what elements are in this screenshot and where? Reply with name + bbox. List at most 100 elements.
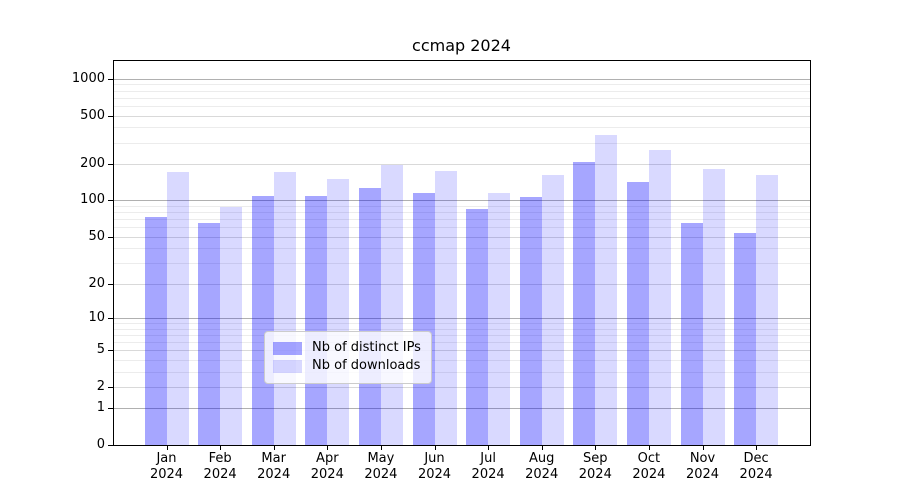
bar-downloads-jun	[434, 171, 457, 445]
x-tick-mark	[273, 446, 275, 450]
x-tick-mark	[488, 446, 490, 450]
bar-ips-nov	[680, 222, 703, 445]
x-tick-label-apr: Apr 2024	[310, 451, 344, 482]
y-tick-label-1: 1	[96, 400, 105, 416]
gridline-minor	[114, 205, 810, 207]
y-tick-mark	[108, 236, 113, 238]
gridline-minor	[114, 127, 810, 129]
gridline-minor	[114, 359, 810, 361]
bar-ips-dec	[734, 232, 757, 445]
y-tick-mark	[108, 408, 113, 410]
x-tick-mark	[595, 446, 597, 450]
x-tick-mark	[327, 446, 329, 450]
gridline-minor	[114, 84, 810, 86]
y-tick-mark	[108, 386, 113, 388]
y-tick-label-50: 50	[88, 228, 105, 244]
y-tick-label-20: 20	[88, 275, 105, 291]
gridline-minor	[114, 142, 810, 144]
bar-ips-sep	[573, 162, 596, 445]
x-tick-label-jun: Jun 2024	[417, 451, 452, 482]
gridline-minor	[114, 323, 810, 324]
y-tick-mark	[108, 115, 113, 117]
bar-ips-aug	[519, 196, 542, 445]
bar-ips-mar	[251, 195, 274, 445]
x-tick-label-feb: Feb 2024	[203, 451, 237, 482]
y-tick-label-10: 10	[88, 309, 105, 325]
y-tick-label-5: 5	[96, 342, 105, 357]
y-tick-mark	[108, 283, 113, 285]
gridline-minor	[114, 371, 810, 373]
y-tick-label-100: 100	[80, 192, 105, 208]
gridline-minor	[114, 219, 810, 221]
y-tick-mark	[108, 163, 113, 165]
bar-downloads-jan	[166, 171, 189, 445]
x-tick-label-sep: Sep 2024	[578, 451, 612, 482]
gridline-minor	[114, 328, 810, 330]
bar-ips-jul	[466, 208, 489, 445]
gridline	[114, 283, 810, 285]
bar-downloads-sep	[595, 135, 618, 445]
y-tick-label-0: 0	[96, 437, 105, 452]
y-tick-mark	[108, 200, 113, 202]
y-tick-label-500: 500	[80, 107, 105, 123]
gridline	[114, 236, 810, 238]
gridline-minor	[114, 263, 810, 264]
bar-ips-apr	[305, 195, 328, 445]
y-tick-label-200: 200	[80, 155, 105, 171]
y-tick-label-2: 2	[96, 378, 105, 394]
y-tick-mark	[108, 317, 113, 319]
gridline-minor	[114, 97, 810, 99]
x-tick-label-jan: Jan 2024	[149, 451, 184, 482]
bar-downloads-oct	[648, 150, 671, 445]
gridline-minor	[114, 334, 810, 336]
bar-downloads-apr	[327, 179, 350, 445]
gridline	[114, 386, 810, 388]
gridline-major	[114, 408, 810, 410]
gridline-minor	[114, 212, 810, 214]
bar-ips-may	[358, 187, 381, 445]
legend-swatch-downloads	[273, 359, 302, 373]
bar-downloads-mar	[273, 171, 296, 445]
bar-ips-jun	[412, 192, 435, 445]
x-tick-mark	[702, 446, 704, 450]
legend-swatch-ips	[273, 341, 302, 355]
x-tick-label-nov: Nov 2024	[685, 451, 720, 482]
y-tick-mark	[108, 350, 113, 351]
plot-area	[113, 60, 811, 446]
x-tick-label-oct: Oct 2024	[632, 451, 666, 482]
gridline-major	[114, 78, 810, 80]
bar-downloads-jul	[488, 193, 511, 445]
legend-row-downloads: Nb of downloads	[273, 358, 421, 374]
x-tick-mark	[541, 446, 543, 450]
bar-ips-oct	[626, 182, 649, 445]
x-tick-mark	[380, 446, 382, 450]
gridline	[114, 163, 810, 165]
bar-downloads-aug	[541, 175, 564, 445]
bar-downloads-feb	[220, 207, 243, 445]
gridline-major	[114, 317, 810, 319]
x-tick-label-mar: Mar 2024	[257, 451, 291, 482]
bar-ips-jan	[144, 216, 167, 445]
x-tick-label-jul: Jul 2024	[471, 451, 505, 482]
y-tick-label-1000: 1000	[71, 70, 105, 86]
x-tick-mark	[220, 446, 222, 450]
gridline-minor	[114, 341, 810, 343]
gridline-major	[114, 200, 810, 202]
bar-ips-feb	[198, 222, 221, 445]
legend-label-downloads: Nb of downloads	[312, 358, 421, 373]
legend-row-ips: Nb of distinct IPs	[273, 340, 421, 356]
x-tick-label-may: May 2024	[364, 451, 398, 482]
bar-downloads-dec	[756, 175, 779, 445]
x-tick-label-aug: Aug 2024	[525, 451, 559, 482]
gridline-minor	[114, 248, 810, 250]
legend: Nb of distinct IPs Nb of downloads	[264, 331, 432, 384]
bar-downloads-may	[380, 165, 403, 445]
x-tick-mark	[648, 446, 650, 450]
gridline	[114, 350, 810, 351]
bar-downloads-nov	[702, 169, 725, 445]
x-tick-mark	[756, 446, 758, 450]
chart-title: ccmap 2024	[412, 36, 511, 55]
gridline-minor	[114, 105, 810, 107]
x-tick-label-dec: Dec 2024	[739, 451, 773, 482]
